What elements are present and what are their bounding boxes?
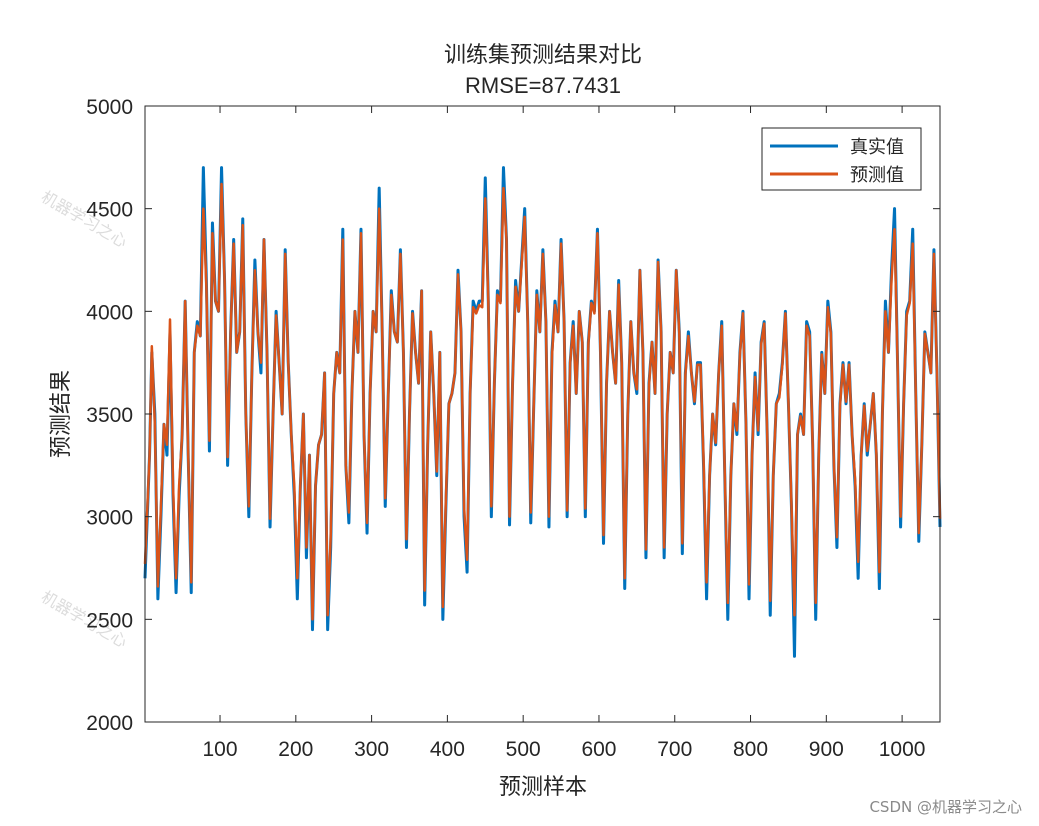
x-tick-label: 600: [581, 738, 616, 761]
y-tick-label: 3500: [86, 404, 133, 427]
x-tick-label: 300: [354, 738, 389, 761]
chart-title: 训练集预测结果对比: [444, 43, 642, 68]
x-tick-label: 200: [278, 738, 313, 761]
x-axis: 100 200 300 400 500 600 700 800 900 1000: [203, 106, 926, 761]
y-tick-label: 5000: [86, 96, 133, 119]
legend-box: [761, 127, 922, 191]
y-tick-label: 3000: [86, 507, 133, 530]
plot-lines: [143, 166, 942, 658]
legend-label-pred: 预测值: [850, 165, 904, 186]
plot-area: [145, 106, 940, 722]
y-axis-label: 预测结果: [49, 370, 74, 458]
x-tick-label: 400: [430, 738, 465, 761]
x-tick-label: 800: [733, 738, 768, 761]
x-tick-label: 1000: [879, 738, 926, 761]
chart-subtitle: RMSE=87.7431: [465, 73, 621, 98]
x-axis-label: 预测样本: [499, 775, 587, 800]
y-tick-label: 2500: [86, 609, 133, 632]
x-tick-label: 100: [203, 738, 238, 761]
legend: 真实值 预测值: [761, 127, 922, 191]
y-tick-label: 4000: [86, 301, 133, 324]
y-tick-label: 4500: [86, 199, 133, 222]
y-tick-label: 2000: [86, 712, 133, 735]
watermark-text: CSDN @机器学习之心: [869, 798, 1022, 816]
x-tick-label: 700: [657, 738, 692, 761]
y-axis: 2000 2500 3000 3500 4000 4500 5000: [86, 96, 940, 735]
x-tick-label: 500: [506, 738, 541, 761]
series-line-pred: [143, 182, 942, 621]
x-tick-label: 900: [809, 738, 844, 761]
legend-label-true: 真实值: [850, 137, 904, 158]
